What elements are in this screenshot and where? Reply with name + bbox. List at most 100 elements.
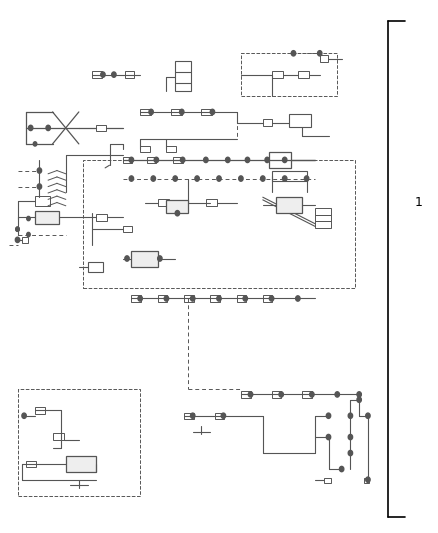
Bar: [237, 295, 246, 302]
Bar: [364, 478, 369, 483]
Bar: [96, 214, 107, 221]
Bar: [315, 215, 331, 221]
Circle shape: [339, 466, 344, 472]
Circle shape: [269, 296, 274, 301]
Bar: [184, 413, 194, 419]
Circle shape: [195, 176, 199, 181]
Circle shape: [151, 176, 155, 181]
Bar: [210, 295, 220, 302]
Bar: [241, 53, 337, 96]
Bar: [263, 295, 272, 302]
Circle shape: [326, 434, 331, 440]
Circle shape: [357, 392, 361, 397]
Circle shape: [27, 232, 30, 237]
Circle shape: [37, 168, 42, 173]
Circle shape: [366, 413, 370, 418]
Circle shape: [296, 296, 300, 301]
Bar: [66, 456, 96, 472]
Circle shape: [158, 256, 162, 261]
Circle shape: [226, 157, 230, 163]
Circle shape: [101, 72, 105, 77]
Bar: [315, 208, 331, 215]
Bar: [173, 157, 183, 163]
Bar: [289, 114, 311, 127]
Circle shape: [245, 157, 250, 163]
Circle shape: [125, 256, 129, 261]
Bar: [22, 237, 28, 243]
Circle shape: [291, 51, 296, 56]
Bar: [276, 197, 302, 213]
Bar: [123, 226, 132, 232]
Bar: [324, 478, 331, 483]
Circle shape: [248, 392, 253, 397]
Circle shape: [243, 296, 247, 301]
Bar: [320, 55, 328, 62]
Bar: [140, 109, 151, 115]
Circle shape: [210, 109, 215, 115]
Bar: [140, 146, 150, 152]
Circle shape: [129, 176, 134, 181]
Bar: [166, 146, 176, 152]
Circle shape: [261, 176, 265, 181]
Circle shape: [16, 227, 19, 231]
Bar: [272, 171, 307, 181]
Circle shape: [310, 392, 314, 397]
Circle shape: [366, 477, 370, 482]
Circle shape: [348, 413, 353, 418]
Circle shape: [164, 296, 169, 301]
Circle shape: [191, 296, 195, 301]
Bar: [175, 61, 191, 91]
Circle shape: [348, 450, 353, 456]
Bar: [263, 119, 272, 126]
Bar: [158, 199, 169, 206]
Circle shape: [22, 413, 26, 418]
Circle shape: [46, 125, 50, 131]
Circle shape: [326, 413, 331, 418]
Bar: [123, 157, 132, 163]
Bar: [96, 125, 106, 131]
Circle shape: [221, 413, 226, 418]
Circle shape: [318, 51, 322, 56]
Circle shape: [173, 176, 177, 181]
Bar: [302, 391, 312, 398]
Circle shape: [357, 397, 361, 402]
Circle shape: [217, 296, 221, 301]
Circle shape: [33, 142, 37, 146]
Bar: [184, 295, 194, 302]
Bar: [131, 295, 141, 302]
Bar: [215, 413, 224, 419]
Text: 1: 1: [414, 196, 422, 209]
Bar: [241, 391, 251, 398]
Bar: [272, 391, 281, 398]
Circle shape: [149, 109, 153, 115]
Bar: [147, 157, 156, 163]
Bar: [158, 295, 167, 302]
Bar: [125, 71, 134, 78]
Circle shape: [279, 392, 283, 397]
Circle shape: [348, 434, 353, 440]
Bar: [131, 251, 158, 266]
Circle shape: [283, 176, 287, 181]
Bar: [298, 71, 309, 78]
Circle shape: [15, 237, 20, 243]
Circle shape: [239, 176, 243, 181]
Circle shape: [191, 413, 195, 418]
Circle shape: [112, 72, 116, 77]
Circle shape: [217, 176, 221, 181]
Bar: [88, 262, 103, 272]
Bar: [26, 461, 36, 467]
Bar: [166, 200, 188, 213]
Bar: [18, 389, 140, 496]
Bar: [272, 71, 283, 78]
Circle shape: [335, 392, 339, 397]
Circle shape: [138, 296, 142, 301]
Circle shape: [283, 157, 287, 163]
Circle shape: [180, 109, 184, 115]
Bar: [35, 196, 50, 206]
Bar: [83, 160, 355, 288]
Bar: [206, 199, 217, 206]
Bar: [171, 109, 182, 115]
Circle shape: [154, 157, 159, 163]
Bar: [53, 433, 64, 440]
Circle shape: [204, 157, 208, 163]
